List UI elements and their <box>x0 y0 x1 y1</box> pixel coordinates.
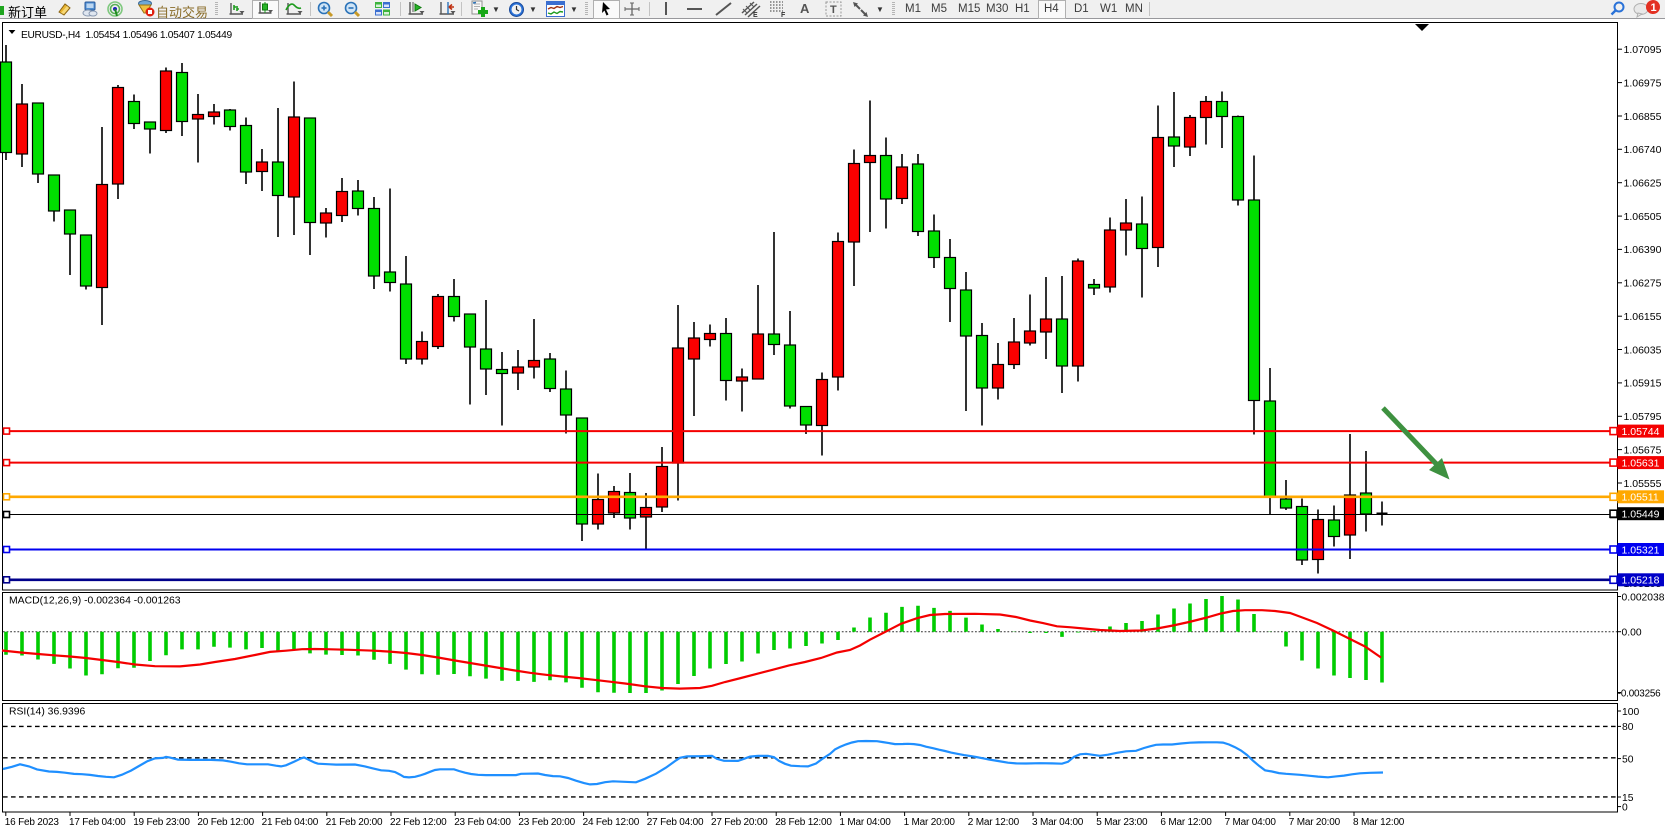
svg-text:3 Mar 04:00: 3 Mar 04:00 <box>1032 817 1084 828</box>
svg-text:1.05555: 1.05555 <box>1624 478 1662 490</box>
svg-text:21 Feb 20:00: 21 Feb 20:00 <box>326 817 383 828</box>
svg-text:MACD(12,26,9) -0.002364 -0.001: MACD(12,26,9) -0.002364 -0.001263 <box>9 596 181 607</box>
svg-text:1.05218: 1.05218 <box>1622 575 1660 587</box>
svg-text:1 Mar 20:00: 1 Mar 20:00 <box>904 817 956 828</box>
svg-text:0.00: 0.00 <box>1622 628 1642 639</box>
svg-text:80: 80 <box>1622 722 1634 733</box>
svg-text:1.06505: 1.06505 <box>1624 211 1662 223</box>
svg-text:7 Mar 20:00: 7 Mar 20:00 <box>1289 817 1341 828</box>
svg-text:20 Feb 12:00: 20 Feb 12:00 <box>197 817 254 828</box>
svg-text:1.05511: 1.05511 <box>1622 492 1659 504</box>
svg-text:1.06975: 1.06975 <box>1624 77 1662 89</box>
svg-text:19 Feb 23:00: 19 Feb 23:00 <box>133 817 190 828</box>
svg-text:17 Feb 04:00: 17 Feb 04:00 <box>69 817 126 828</box>
svg-text:1.05795: 1.05795 <box>1624 411 1662 423</box>
svg-text:RSI(14) 36.9396: RSI(14) 36.9396 <box>9 707 85 718</box>
svg-text:27 Feb 04:00: 27 Feb 04:00 <box>647 817 704 828</box>
svg-text:1.06275: 1.06275 <box>1624 278 1662 290</box>
svg-text:27 Feb 20:00: 27 Feb 20:00 <box>711 817 768 828</box>
svg-text:1.06155: 1.06155 <box>1624 311 1662 323</box>
svg-text:15: 15 <box>1622 793 1634 804</box>
svg-text:1 Mar 04:00: 1 Mar 04:00 <box>839 817 891 828</box>
svg-text:1.06035: 1.06035 <box>1624 344 1662 356</box>
svg-text:1.06390: 1.06390 <box>1624 244 1662 256</box>
svg-text:23 Feb 04:00: 23 Feb 04:00 <box>454 817 511 828</box>
svg-text:1.07095: 1.07095 <box>1624 44 1662 56</box>
svg-text:22 Feb 12:00: 22 Feb 12:00 <box>390 817 447 828</box>
svg-text:1.06740: 1.06740 <box>1624 144 1662 156</box>
svg-text:1.05321: 1.05321 <box>1622 544 1660 556</box>
svg-text:F: F <box>781 12 786 18</box>
svg-text:7 Mar 04:00: 7 Mar 04:00 <box>1225 817 1277 828</box>
svg-text:5 Mar 23:00: 5 Mar 23:00 <box>1096 817 1148 828</box>
svg-text:28 Feb 12:00: 28 Feb 12:00 <box>775 817 832 828</box>
svg-text:100: 100 <box>1622 707 1639 718</box>
svg-text:0.002038: 0.002038 <box>1622 592 1665 603</box>
svg-text:23 Feb 20:00: 23 Feb 20:00 <box>518 817 575 828</box>
svg-text:1.05675: 1.05675 <box>1624 444 1662 456</box>
svg-text:-0.003256: -0.003256 <box>1618 688 1661 699</box>
svg-text:T: T <box>830 4 837 16</box>
svg-text:50: 50 <box>1622 754 1634 765</box>
svg-text:1.06855: 1.06855 <box>1624 111 1662 123</box>
svg-text:EURUSD-,H4 1.05454 1.05496 1.: EURUSD-,H4 1.05454 1.05496 1.05407 1.054… <box>21 30 232 41</box>
svg-text:24 Feb 12:00: 24 Feb 12:00 <box>583 817 640 828</box>
svg-text:1.05631: 1.05631 <box>1622 457 1660 469</box>
svg-text:1.05449: 1.05449 <box>1622 509 1660 521</box>
svg-text:8 Mar 12:00: 8 Mar 12:00 <box>1353 817 1405 828</box>
svg-text:E: E <box>753 12 758 18</box>
svg-text:1: 1 <box>1651 2 1657 14</box>
svg-text:16 Feb 2023: 16 Feb 2023 <box>5 817 60 828</box>
svg-text:0: 0 <box>1622 802 1628 813</box>
svg-text:2 Mar 12:00: 2 Mar 12:00 <box>968 817 1020 828</box>
svg-text:1.05744: 1.05744 <box>1622 426 1660 438</box>
svg-text:6 Mar 12:00: 6 Mar 12:00 <box>1160 817 1212 828</box>
svg-text:1.06625: 1.06625 <box>1624 178 1662 190</box>
svg-text:1.05915: 1.05915 <box>1624 378 1662 390</box>
svg-text:21 Feb 04:00: 21 Feb 04:00 <box>262 817 319 828</box>
